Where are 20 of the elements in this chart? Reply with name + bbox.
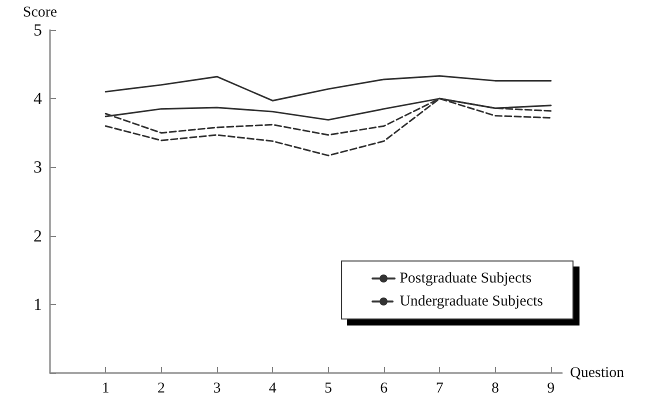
- y-tick-label: 5: [34, 20, 42, 40]
- x-tick-label: 1: [102, 380, 110, 396]
- x-tick-label: 9: [547, 380, 555, 396]
- x-tick-label: 4: [268, 380, 277, 396]
- x-axis-title: Question: [570, 365, 625, 381]
- x-tick-label: 3: [213, 380, 221, 396]
- line-series: [104, 75, 552, 102]
- x-tick-label: 7: [436, 380, 444, 396]
- x-tick-label: 5: [324, 380, 332, 396]
- legend-label: Undergraduate Subjects: [400, 294, 544, 310]
- y-tick-label: 1: [34, 294, 42, 314]
- line-series: [104, 98, 552, 156]
- y-tick-label: 2: [34, 226, 42, 246]
- x-tick-label: 6: [380, 380, 388, 396]
- x-tick-label: 8: [491, 380, 499, 396]
- y-tick-label: 3: [34, 158, 42, 177]
- y-axis-title: Score: [22, 4, 58, 20]
- x-tick-label: 2: [158, 380, 166, 396]
- legend-label: Postgraduate Subjects: [400, 270, 532, 286]
- y-tick-label: 4: [34, 89, 42, 108]
